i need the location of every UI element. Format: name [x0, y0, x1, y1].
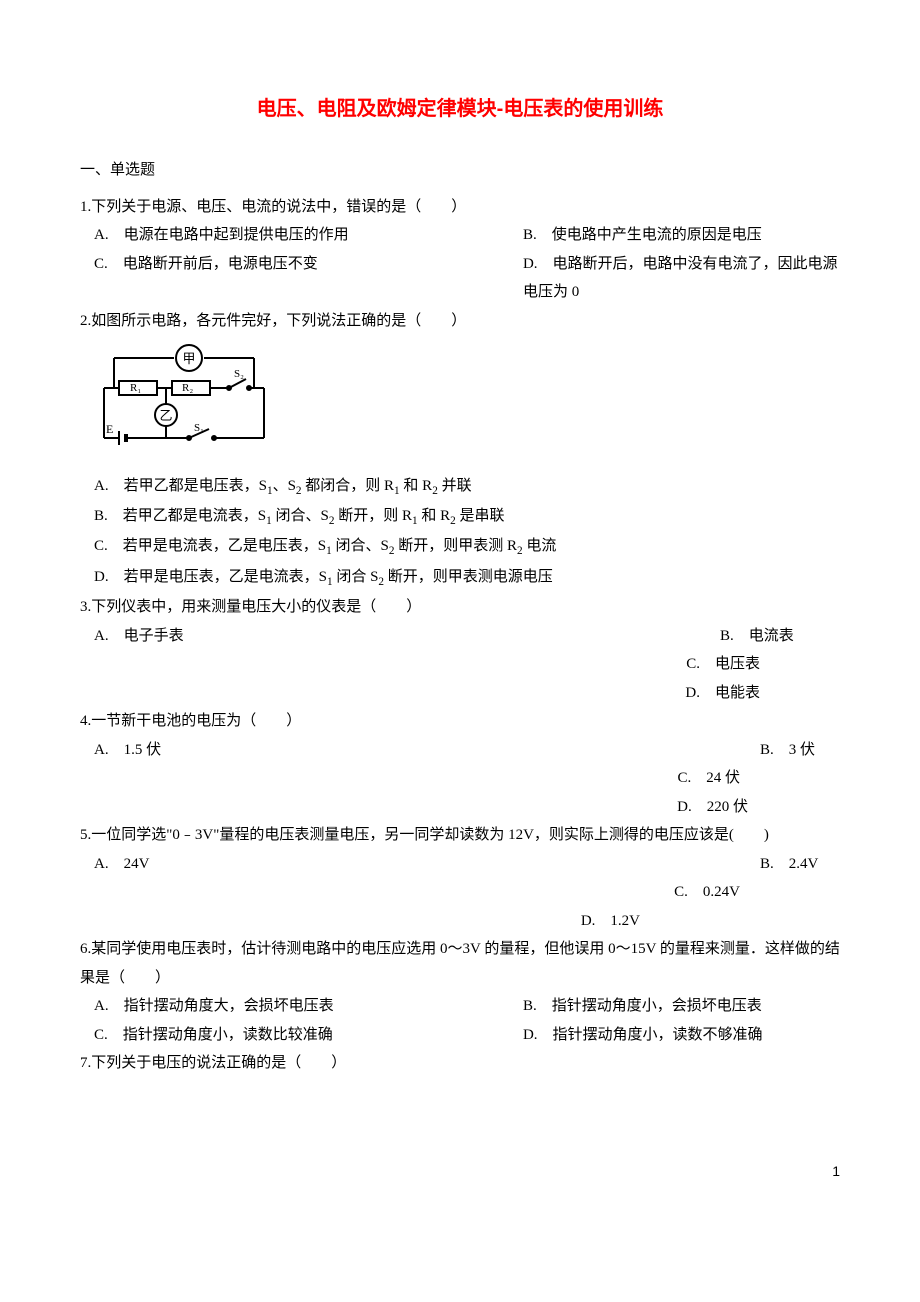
q1-opt-a: A. 电源在电路中起到提供电压的作用 — [94, 221, 523, 250]
q2-opt-b: B. 若甲乙都是电流表，S1 闭合、S2 断开，则 R1 和 R2 是串联 — [94, 502, 840, 532]
q1-opt-d: D. 电路断开后，电路中没有电流了，因此电源电压为 0 — [523, 250, 840, 307]
label-r1: R₁ — [130, 382, 141, 394]
question-3: 3.下列仪表中，用来测量电压大小的仪表是（ ） A. 电子手表 B. 电流表 C… — [80, 593, 840, 707]
q7-stem: 7.下列关于电压的说法正确的是（ ） — [80, 1049, 840, 1078]
question-5: 5.一位同学选"0﹣3V"量程的电压表测量电压，另一同学却读数为 12V，则实际… — [80, 821, 840, 935]
q3-opt-a: A. 电子手表 — [94, 622, 720, 651]
q2-opt-a: A. 若甲乙都是电压表，S1、S2 都闭合，则 R1 和 R2 并联 — [94, 472, 840, 502]
q6-opt-d: D. 指针摆动角度小，读数不够准确 — [523, 1021, 840, 1050]
q3-opt-d: D. 电能表 — [80, 679, 840, 708]
q5-opt-c: C. 0.24V — [80, 878, 840, 907]
q5-opt-b: B. 2.4V — [760, 850, 840, 879]
q6-opt-c: C. 指针摆动角度小，读数比较准确 — [94, 1021, 523, 1050]
circuit-diagram: 甲 乙 R₁ R₂ S₂ S₁ E — [94, 343, 840, 464]
q5-opt-d: D. 1.2V — [80, 907, 840, 936]
question-4: 4.一节新干电池的电压为（ ） A. 1.5 伏 B. 3 伏 C. 24 伏 … — [80, 707, 840, 821]
q4-opt-a: A. 1.5 伏 — [94, 736, 760, 765]
label-s1: S₁ — [194, 422, 204, 434]
label-e: E — [106, 422, 113, 436]
q5-opt-a: A. 24V — [94, 850, 760, 879]
question-6: 6.某同学使用电压表时，估计待测电路中的电压应选用 0～3V 的量程，但他误用 … — [80, 935, 840, 1049]
q6-stem: 6.某同学使用电压表时，估计待测电路中的电压应选用 0～3V 的量程，但他误用 … — [80, 935, 840, 992]
label-yi: 乙 — [159, 408, 172, 423]
q2-stem: 2.如图所示电路，各元件完好，下列说法正确的是（ ） — [80, 307, 840, 336]
question-1: 1.下列关于电源、电压、电流的说法中，错误的是（ ） A. 电源在电路中起到提供… — [80, 193, 840, 307]
q1-stem: 1.下列关于电源、电压、电流的说法中，错误的是（ ） — [80, 193, 840, 222]
page-title: 电压、电阻及欧姆定律模块-电压表的使用训练 — [80, 90, 840, 128]
question-7: 7.下列关于电压的说法正确的是（ ） — [80, 1049, 840, 1078]
q4-opt-d: D. 220 伏 — [80, 793, 840, 822]
q2-opt-c: C. 若甲是电流表，乙是电压表，S1 闭合、S2 断开，则甲表测 R2 电流 — [94, 532, 840, 562]
q6-opt-a: A. 指针摆动角度大，会损坏电压表 — [94, 992, 523, 1021]
label-jia: 甲 — [182, 351, 195, 366]
q3-stem: 3.下列仪表中，用来测量电压大小的仪表是（ ） — [80, 593, 840, 622]
page-number: 1 — [80, 1158, 840, 1185]
q4-stem: 4.一节新干电池的电压为（ ） — [80, 707, 840, 736]
q2-opt-d: D. 若甲是电压表，乙是电流表，S1 闭合 S2 断开，则甲表测电源电压 — [94, 563, 840, 593]
q4-opt-b: B. 3 伏 — [760, 736, 840, 765]
q6-opt-b: B. 指针摆动角度小，会损坏电压表 — [523, 992, 840, 1021]
label-s2: S₂ — [234, 368, 244, 380]
section-heading: 一、单选题 — [80, 156, 840, 185]
q3-opt-b: B. 电流表 — [720, 622, 840, 651]
label-r2: R₂ — [182, 382, 193, 394]
q1-opt-c: C. 电路断开前后，电源电压不变 — [94, 250, 523, 307]
q5-stem: 5.一位同学选"0﹣3V"量程的电压表测量电压，另一同学却读数为 12V，则实际… — [80, 821, 840, 850]
q4-opt-c: C. 24 伏 — [80, 764, 840, 793]
q3-opt-c: C. 电压表 — [80, 650, 840, 679]
question-2: 2.如图所示电路，各元件完好，下列说法正确的是（ ） — [80, 307, 840, 594]
q1-opt-b: B. 使电路中产生电流的原因是电压 — [523, 221, 840, 250]
